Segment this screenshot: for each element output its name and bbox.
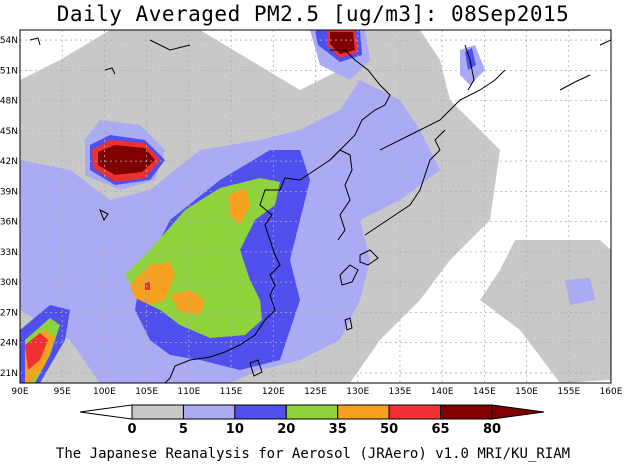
coastlines xyxy=(29,37,611,383)
lon-tick-label: 105E xyxy=(135,387,158,397)
legend-swatch xyxy=(285,404,339,420)
lon-tick-label: 160E xyxy=(600,387,623,397)
lon-tick-label: 125E xyxy=(304,387,327,397)
footer-credit: The Japanese Reanalysis for Aerosol (JRA… xyxy=(55,446,571,462)
lat-tick-label: 54N xyxy=(0,36,18,46)
map-title: Daily Averaged PM2.5 [ug/m3]: 08Sep2015 xyxy=(56,2,570,26)
lon-tick-label: 90E xyxy=(11,387,28,397)
lon-tick-label: 140E xyxy=(431,387,454,397)
lat-tick-label: 27N xyxy=(0,308,18,318)
legend-arrow-low xyxy=(79,404,133,420)
lon-tick-label: 155E xyxy=(557,387,580,397)
legend-swatch xyxy=(388,404,442,420)
concentration-fields xyxy=(20,30,611,383)
color-legend: 0 5 10 20 35 50 65 80 xyxy=(79,404,545,437)
lon-tick-label: 145E xyxy=(473,387,496,397)
lon-tick-label: 115E xyxy=(220,387,243,397)
legend-label: 20 xyxy=(277,422,295,437)
longitude-ticks: 90E 95E 100E 105E 110E 115E 120E 125E 130E 135E 14… xyxy=(11,387,622,397)
gridlines xyxy=(20,30,611,383)
lon-tick-label: 110E xyxy=(177,387,200,397)
legend-swatch xyxy=(234,404,287,420)
lon-tick-label: 120E xyxy=(262,387,285,397)
map-frame xyxy=(19,29,612,384)
legend-label: 35 xyxy=(329,422,347,437)
lat-tick-label: 48N xyxy=(0,97,18,107)
lat-tick-label: 24N xyxy=(0,339,18,349)
pm25-map: 90E 95E 100E 105E 110E 115E 120E 125E 130E 135E 14… xyxy=(0,29,623,437)
lon-tick-label: 135E xyxy=(388,387,411,397)
legend-arrow-high xyxy=(491,404,545,420)
field-80-plus xyxy=(98,32,355,175)
lat-tick-label: 21N xyxy=(0,369,18,379)
lat-tick-label: 42N xyxy=(0,157,18,167)
lat-tick-label: 51N xyxy=(0,66,18,76)
lat-tick-label: 39N xyxy=(0,187,18,197)
legend-label: 80 xyxy=(483,422,501,437)
lat-tick-label: 33N xyxy=(0,248,18,258)
lat-tick-label: 45N xyxy=(0,127,18,137)
lon-tick-label: 100E xyxy=(93,387,116,397)
lat-tick-label: 36N xyxy=(0,218,18,228)
legend-swatch xyxy=(131,404,184,420)
lon-tick-label: 95E xyxy=(54,387,71,397)
legend-label: 65 xyxy=(432,422,450,437)
lon-tick-label: 130E xyxy=(346,387,369,397)
legend-swatch xyxy=(337,404,390,420)
latitude-ticks: 21N 24N 27N 30N 33N 36N 39N 42N 45N 48N 51N 54N xyxy=(0,36,18,379)
legend-swatch xyxy=(440,404,493,420)
legend-swatch xyxy=(182,404,236,420)
lat-tick-label: 30N xyxy=(0,278,18,288)
legend-label: 50 xyxy=(380,422,398,437)
legend-label: 0 xyxy=(127,422,136,437)
lon-tick-label: 150E xyxy=(515,387,538,397)
legend-label: 10 xyxy=(226,422,244,437)
legend-label: 5 xyxy=(179,422,188,437)
